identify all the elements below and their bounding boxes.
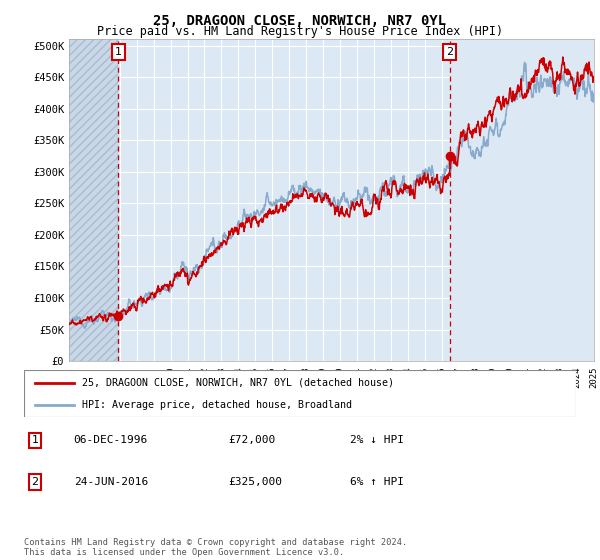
Text: HPI: Average price, detached house, Broadland: HPI: Average price, detached house, Broa… [82,400,352,410]
Text: Price paid vs. HM Land Registry's House Price Index (HPI): Price paid vs. HM Land Registry's House … [97,25,503,38]
FancyBboxPatch shape [24,370,576,417]
Text: 2: 2 [31,477,38,487]
Bar [450,39,594,361]
Text: 6% ↑ HPI: 6% ↑ HPI [350,477,404,487]
Text: 06-DEC-1996: 06-DEC-1996 [74,436,148,445]
Text: 1: 1 [32,436,38,445]
Text: 25, DRAGOON CLOSE, NORWICH, NR7 0YL (detached house): 25, DRAGOON CLOSE, NORWICH, NR7 0YL (det… [82,378,394,388]
Text: 24-JUN-2016: 24-JUN-2016 [74,477,148,487]
Text: £325,000: £325,000 [228,477,282,487]
Text: £72,000: £72,000 [228,436,275,445]
Text: 1: 1 [115,47,122,57]
Text: 2: 2 [446,47,453,57]
Bar [69,39,118,361]
Text: 25, DRAGOON CLOSE, NORWICH, NR7 0YL: 25, DRAGOON CLOSE, NORWICH, NR7 0YL [154,14,446,28]
Text: 2% ↓ HPI: 2% ↓ HPI [350,436,404,445]
Text: Contains HM Land Registry data © Crown copyright and database right 2024.
This d: Contains HM Land Registry data © Crown c… [24,538,407,557]
